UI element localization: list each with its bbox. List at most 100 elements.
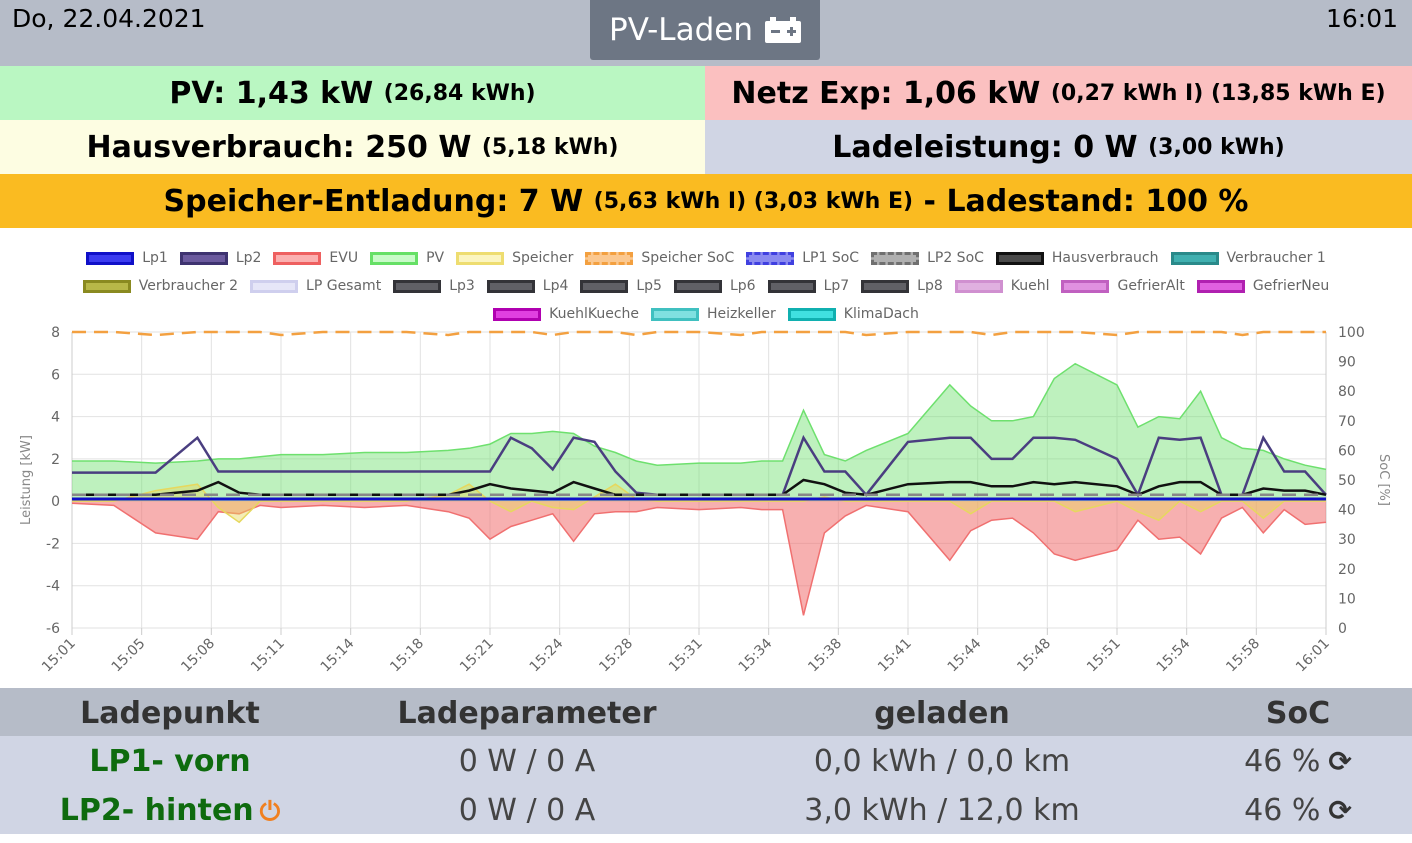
legend-item[interactable]: Lp5 bbox=[580, 278, 662, 294]
lp2-name[interactable]: LP2- hinten ⏻ bbox=[60, 793, 281, 828]
legend-item[interactable]: Lp1 bbox=[86, 250, 168, 266]
legend-swatch bbox=[393, 279, 442, 293]
y2-tick-label: 0 bbox=[1338, 621, 1347, 637]
y-tick-label: 8 bbox=[51, 325, 60, 341]
x-tick-label: 15:11 bbox=[248, 636, 288, 676]
evu-line bbox=[71, 502, 1327, 616]
x-tick-label: 15:41 bbox=[875, 636, 915, 676]
legend-label: GefrierAlt bbox=[1117, 278, 1185, 294]
col-soc: SoC bbox=[1265, 696, 1331, 731]
pv-line bbox=[72, 362, 1327, 471]
y2-tick-label: 20 bbox=[1338, 562, 1356, 578]
legend-item[interactable]: KlimaDach bbox=[787, 306, 919, 322]
legend-row: Lp1 Lp2 EVU PV Speicher Speicher SoC LP1 SoC LP… bbox=[0, 244, 1412, 272]
lp1-soc-value: 46 % bbox=[1244, 744, 1321, 779]
date-display: Do, 22.04.2021 bbox=[12, 4, 206, 33]
x-tick-label: 15:08 bbox=[178, 636, 218, 676]
legend-item[interactable]: GefrierAlt bbox=[1061, 278, 1185, 294]
y-tick-label: 4 bbox=[51, 410, 60, 426]
y2-tick-label: 70 bbox=[1338, 414, 1356, 430]
legend-swatch bbox=[787, 307, 836, 321]
legend-label: Lp5 bbox=[636, 278, 662, 294]
y-tick-label: -4 bbox=[46, 579, 60, 595]
lp2-name-label: LP2- hinten bbox=[59, 793, 254, 828]
legend-label: GefrierNeu bbox=[1252, 278, 1330, 294]
y-tick-label: 0 bbox=[51, 494, 60, 510]
legend-item[interactable]: Lp6 bbox=[673, 278, 756, 294]
legend-swatch bbox=[86, 251, 135, 265]
legend-item[interactable]: LP Gesamt bbox=[250, 278, 381, 294]
speicher-area bbox=[72, 484, 1326, 523]
legend-swatch bbox=[673, 279, 722, 293]
charge-power-energy: (3,00 kWh) bbox=[1148, 134, 1285, 160]
legend-item[interactable]: Heizkeller bbox=[651, 306, 776, 322]
legend-row: Verbraucher 2 LP Gesamt Lp3 Lp4 Lp5 Lp6 Lp7 Lp8… bbox=[0, 272, 1412, 300]
legend-swatch bbox=[871, 251, 920, 265]
house-consumption-energy: (5,18 kWh) bbox=[481, 134, 619, 160]
x-tick-label: 15:44 bbox=[945, 635, 985, 675]
x-tick-label: 15:18 bbox=[387, 636, 427, 676]
legend-label: Kuehl bbox=[1010, 278, 1050, 294]
legend-item[interactable]: PV bbox=[370, 250, 444, 266]
legend-item[interactable]: Verbraucher 1 bbox=[1170, 250, 1326, 266]
x-tick-label: 15:38 bbox=[805, 636, 845, 676]
lp1-name[interactable]: LP1- vorn bbox=[89, 744, 251, 779]
legend-label: Speicher SoC bbox=[641, 250, 735, 266]
lp1-param: 0 W / 0 A bbox=[458, 744, 596, 779]
charge-mode-button[interactable]: PV-Laden bbox=[590, 0, 820, 60]
legend-swatch bbox=[486, 279, 535, 293]
chart-legend: Lp1 Lp2 EVU PV Speicher Speicher SoC LP1 SoC LP… bbox=[0, 244, 1412, 328]
legend-item[interactable]: Kuehl bbox=[954, 278, 1050, 294]
col-ladepunkt: Ladepunkt bbox=[80, 696, 260, 731]
legend-item[interactable]: Lp2 bbox=[179, 250, 261, 266]
legend-label: Lp4 bbox=[542, 278, 569, 294]
legend-item[interactable]: KuehlKueche bbox=[493, 306, 639, 322]
legend-item[interactable]: Lp7 bbox=[767, 278, 849, 294]
legend-label: LP Gesamt bbox=[306, 278, 382, 294]
legend-item[interactable]: EVU bbox=[273, 250, 358, 266]
battery-soc-value: - Ladestand: 100 % bbox=[923, 183, 1249, 219]
legend-swatch bbox=[954, 279, 1003, 293]
legend-swatch bbox=[746, 251, 795, 265]
legend-item[interactable]: Hausverbrauch bbox=[995, 250, 1159, 266]
y2-axis-title: SoC [%] bbox=[1376, 454, 1391, 506]
legend-label: EVU bbox=[329, 250, 359, 266]
legend-item[interactable]: Speicher bbox=[456, 250, 573, 266]
lp1-charged: 0,0 kWh / 0,0 km bbox=[813, 744, 1071, 779]
y2-tick-label: 50 bbox=[1338, 473, 1356, 489]
legend-item[interactable]: LP2 SoC bbox=[871, 250, 984, 266]
legend-item[interactable]: Speicher SoC bbox=[585, 250, 734, 266]
x-tick-label: 15:21 bbox=[457, 636, 497, 676]
grid-value: Netz Exp: 1,06 kW bbox=[731, 75, 1041, 111]
legend-swatch bbox=[456, 251, 505, 265]
refresh-icon[interactable]: ⟳ bbox=[1328, 745, 1352, 778]
legend-item[interactable]: Lp8 bbox=[861, 278, 943, 294]
refresh-icon[interactable]: ⟳ bbox=[1328, 794, 1352, 827]
y-tick-label: 2 bbox=[51, 452, 60, 468]
legend-item[interactable]: Verbraucher 2 bbox=[82, 278, 239, 294]
legend-swatch bbox=[82, 279, 131, 293]
legend-swatch bbox=[861, 279, 910, 293]
plug-icon: ⏻ bbox=[259, 797, 281, 827]
y-axis-title: Leistung [kW] bbox=[19, 435, 34, 525]
col-geladen: geladen bbox=[874, 696, 1010, 731]
y2-tick-label: 100 bbox=[1338, 325, 1365, 341]
legend-label: KuehlKueche bbox=[549, 306, 640, 322]
legend-swatch bbox=[179, 251, 228, 265]
legend-label: Speicher bbox=[512, 250, 574, 266]
y2-tick-label: 40 bbox=[1338, 503, 1356, 519]
x-tick-label: 16:01 bbox=[1293, 636, 1333, 676]
x-tick-label: 15:24 bbox=[527, 635, 567, 675]
grid-status: Netz Exp: 1,06 kW (0,27 kWh I) (13,85 kW… bbox=[705, 66, 1412, 120]
legend-item[interactable]: LP1 SoC bbox=[746, 250, 859, 266]
charge-point-table-header: Ladepunkt Ladeparameter geladen SoC bbox=[0, 688, 1412, 736]
legend-swatch bbox=[1061, 279, 1110, 293]
charge-mode-label: PV-Laden bbox=[609, 12, 753, 48]
legend-item[interactable]: Lp4 bbox=[486, 278, 569, 294]
legend-item[interactable]: GefrierNeu bbox=[1196, 278, 1330, 294]
legend-item[interactable]: Lp3 bbox=[393, 278, 475, 294]
legend-swatch bbox=[585, 251, 634, 265]
x-tick-label: 15:31 bbox=[666, 636, 706, 676]
legend-label: Verbraucher 2 bbox=[138, 278, 239, 294]
x-tick-label: 15:51 bbox=[1084, 636, 1124, 676]
